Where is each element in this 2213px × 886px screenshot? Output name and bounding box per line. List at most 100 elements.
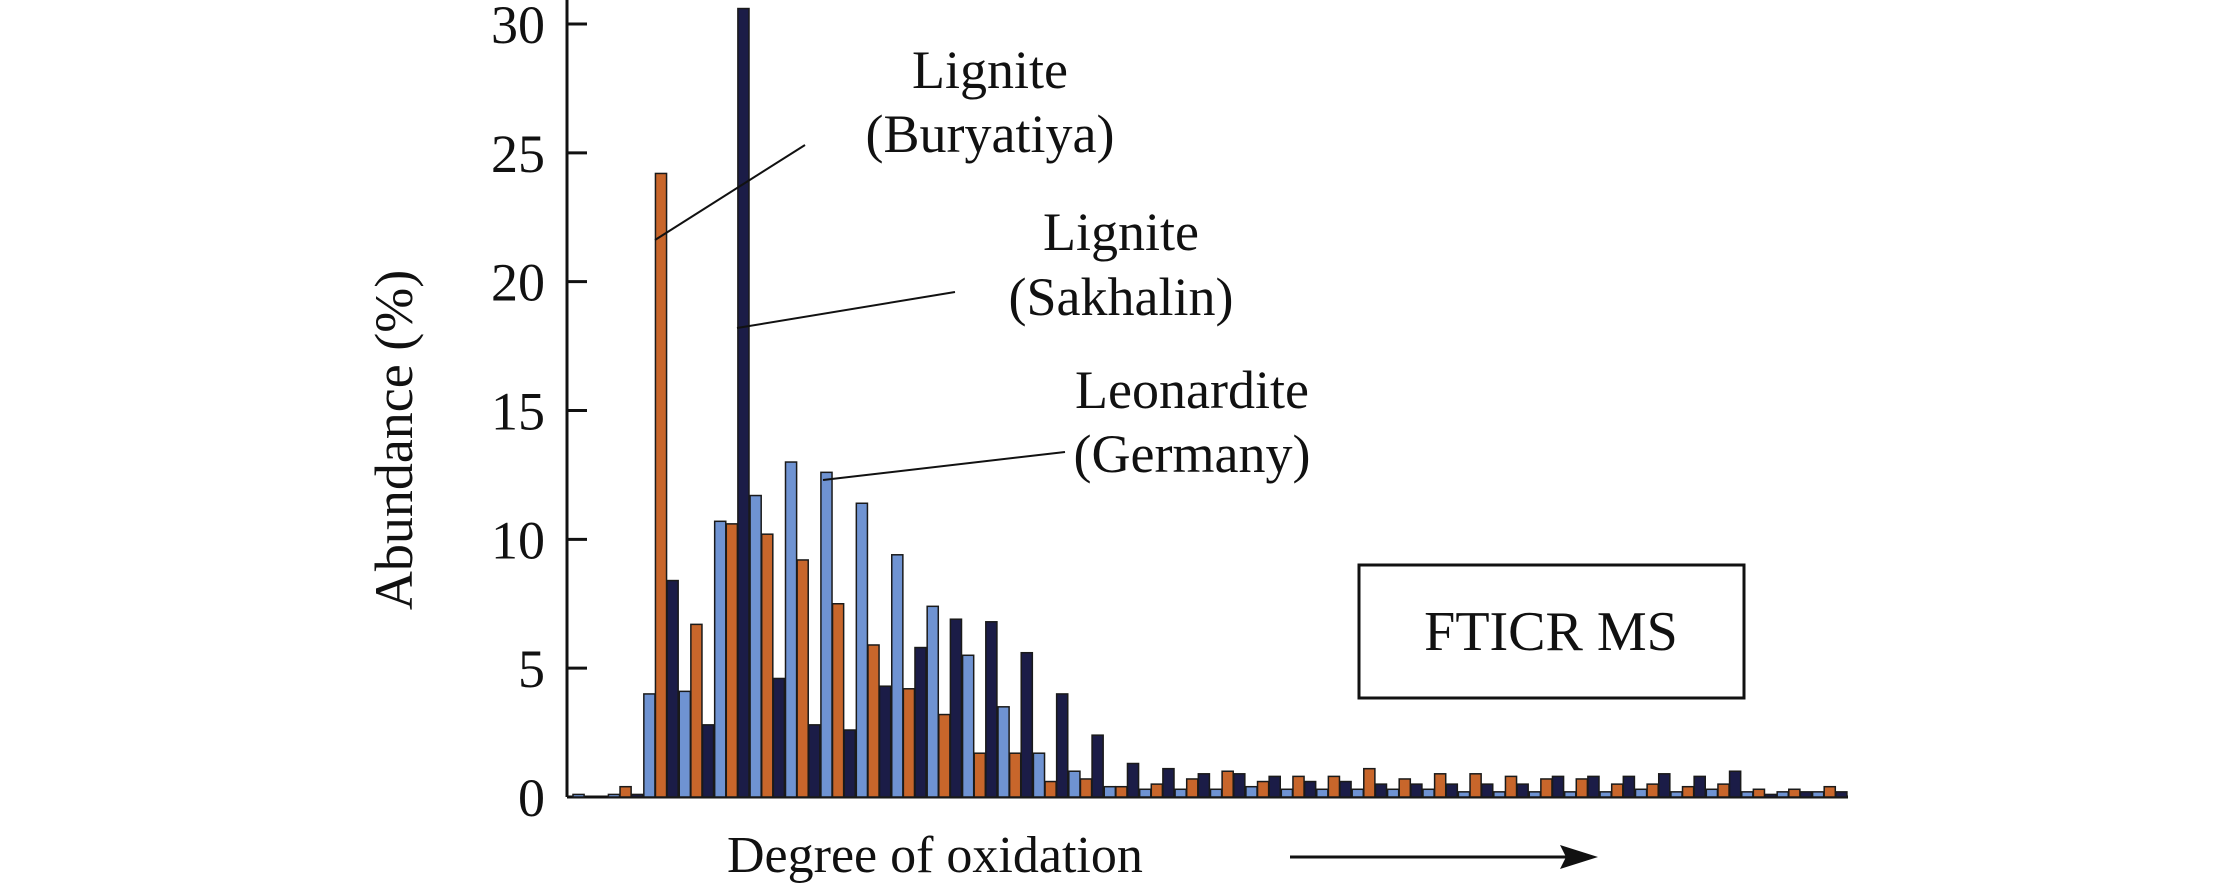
bar-series-1-category-35 <box>1776 791 1790 798</box>
annotation-buryatiya-line2: (Buryatiya) <box>866 104 1115 164</box>
bar-series-2-category-10 <box>902 688 916 798</box>
bar-series-1-category-21 <box>1280 788 1294 798</box>
bar-series-2-category-27 <box>1504 775 1518 798</box>
bar-series-2-category-31 <box>1646 783 1659 798</box>
bar-series-1-category-7 <box>784 461 798 798</box>
bar-series-1-category-6 <box>749 494 762 798</box>
bar-series-3-category-8 <box>843 729 857 798</box>
bar-series-1-category-31 <box>1634 788 1648 798</box>
bar-series-1-category-16 <box>1103 785 1117 798</box>
annotation-buryatiya: Lignite (Buryatiya) <box>654 40 1115 241</box>
bar-series-2-category-15 <box>1079 778 1093 798</box>
bar-series-3-category-30 <box>1622 775 1636 798</box>
y-axis-ticks: 0 5 10 15 20 25 30 <box>491 0 587 828</box>
bar-series-2-category-23 <box>1363 767 1376 798</box>
bar-series-3-category-20 <box>1268 775 1282 798</box>
bar-series-3-category-13 <box>1020 651 1034 798</box>
bar-series-3-category-5 <box>737 7 750 798</box>
bar-series-3-category-15 <box>1091 734 1104 798</box>
bar-series-3-category-35 <box>1799 791 1813 798</box>
bar-series-3-category-2 <box>630 793 644 798</box>
bar-series-2-category-19 <box>1221 770 1234 798</box>
bar-series-2-category-35 <box>1788 788 1801 798</box>
bar-group <box>572 7 1848 798</box>
bar-series-1-category-5 <box>713 520 727 798</box>
annotation-buryatiya-line1: Lignite <box>912 40 1068 100</box>
bar-series-2-category-28 <box>1540 778 1553 798</box>
bar-series-3-category-19 <box>1232 773 1246 798</box>
bar-series-3-category-11 <box>949 618 963 798</box>
bar-series-1-category-32 <box>1670 791 1683 798</box>
increasing-arrow-icon <box>1290 845 1598 869</box>
bar-series-3-category-3 <box>666 579 679 798</box>
bar-series-1-category-29 <box>1563 791 1577 798</box>
bar-series-2-category-34 <box>1752 788 1766 798</box>
bar-series-2-category-12 <box>973 752 987 798</box>
bar-series-2-category-21 <box>1292 775 1305 798</box>
bar-series-3-category-14 <box>1055 693 1069 798</box>
bar-series-2-category-8 <box>831 603 845 798</box>
bar-series-3-category-18 <box>1197 773 1211 798</box>
bar-series-3-category-31 <box>1657 773 1671 798</box>
bar-series-3-category-4 <box>701 724 715 798</box>
bar-series-1-category-23 <box>1351 788 1365 798</box>
annotation-germany-line2: (Germany) <box>1074 424 1311 484</box>
y-tick-label: 20 <box>491 253 545 313</box>
y-tick-label: 0 <box>518 768 545 828</box>
annotation-germany: Leonardite (Germany) <box>822 360 1311 484</box>
bar-series-3-category-33 <box>1728 770 1742 798</box>
bar-series-1-category-11 <box>926 605 940 798</box>
bar-series-2-category-36 <box>1823 785 1837 798</box>
bar-series-3-category-34 <box>1764 793 1777 798</box>
bar-series-1-category-12 <box>961 654 975 798</box>
bar-series-1-category-4 <box>678 690 692 798</box>
bar-series-2-category-13 <box>1008 752 1022 798</box>
bar-series-3-category-16 <box>1126 762 1140 798</box>
bar-series-1-category-15 <box>1068 770 1081 798</box>
bar-series-2-category-11 <box>938 713 951 798</box>
bar-series-2-category-6 <box>760 533 774 798</box>
bar-series-1-category-22 <box>1316 788 1329 798</box>
bar-series-1-category-27 <box>1493 791 1506 798</box>
bar-series-1-category-8 <box>820 471 833 798</box>
y-axis-label: Abundance (%) <box>364 270 424 610</box>
bar-series-1-category-3 <box>643 693 656 798</box>
bar-series-2-category-25 <box>1433 773 1447 798</box>
bar-series-2-category-30 <box>1610 783 1624 798</box>
bar-series-3-category-28 <box>1551 775 1565 798</box>
bar-series-3-category-22 <box>1339 780 1352 798</box>
bar-series-3-category-25 <box>1445 783 1459 798</box>
bar-series-3-category-29 <box>1587 775 1600 798</box>
leader-line-sakhalin <box>736 291 956 329</box>
bar-series-2-category-9 <box>867 644 880 798</box>
bar-series-2-category-7 <box>796 559 809 798</box>
bar-series-1-category-18 <box>1174 788 1187 798</box>
bar-series-1-category-2 <box>607 793 621 798</box>
bar-series-3-category-6 <box>772 677 786 798</box>
bar-series-2-category-3 <box>654 172 668 798</box>
bar-series-1-category-10 <box>891 554 904 798</box>
bar-series-1-category-17 <box>1138 788 1152 798</box>
bar-series-3-category-32 <box>1693 775 1707 798</box>
annotation-sakhalin: Lignite (Sakhalin) <box>736 202 1233 329</box>
bar-series-1-category-28 <box>1528 791 1542 798</box>
bar-series-2-category-24 <box>1398 778 1412 798</box>
bar-series-1-category-19 <box>1209 788 1223 798</box>
bar-series-2-category-18 <box>1185 778 1199 798</box>
bar-series-3-category-7 <box>807 724 821 798</box>
bar-series-3-category-26 <box>1480 783 1494 798</box>
bar-series-2-category-32 <box>1681 785 1695 798</box>
bar-series-1-category-26 <box>1457 791 1471 798</box>
bar-series-3-category-9 <box>878 685 892 798</box>
bar-series-2-category-20 <box>1256 780 1270 798</box>
bar-series-2-category-33 <box>1717 783 1730 798</box>
bar-series-2-category-5 <box>725 523 739 798</box>
bar-series-3-category-12 <box>985 621 998 798</box>
method-label: FTICR MS <box>1424 601 1678 663</box>
y-tick-label: 30 <box>491 0 545 55</box>
annotation-germany-line1: Leonardite <box>1075 360 1309 420</box>
y-tick-label: 15 <box>491 382 545 442</box>
bar-series-1-category-13 <box>997 706 1010 798</box>
bar-series-2-category-4 <box>690 623 703 798</box>
